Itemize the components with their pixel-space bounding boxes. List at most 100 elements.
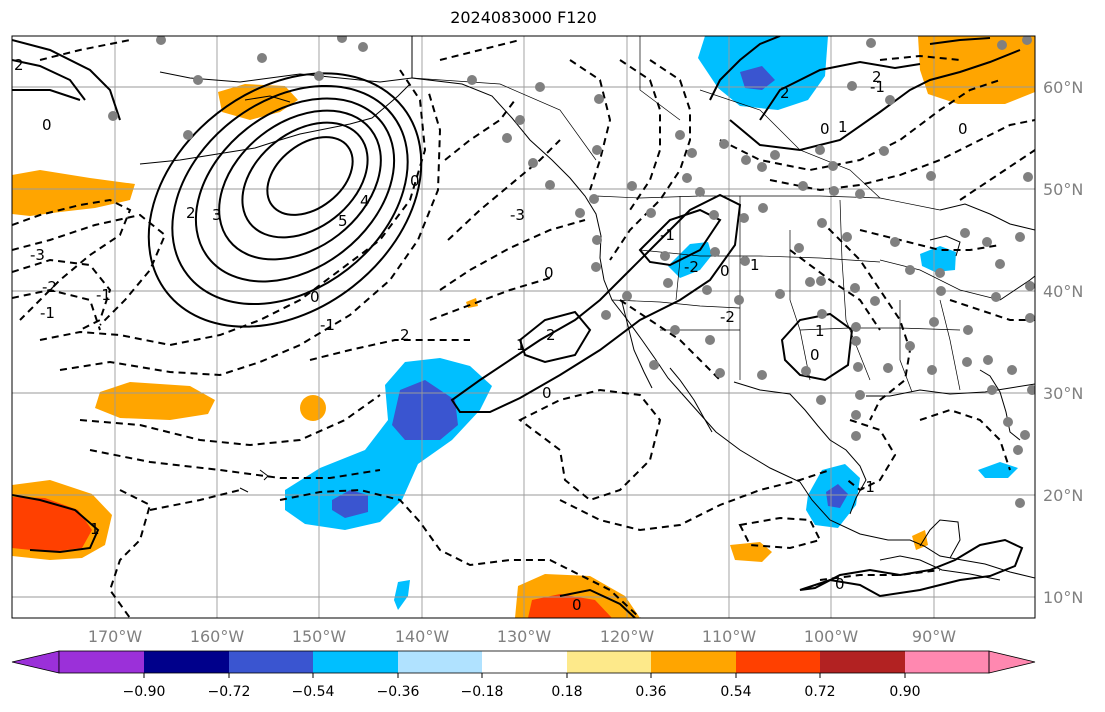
contour-label: 0 bbox=[42, 116, 52, 134]
colorbar-tick-marks bbox=[143, 673, 906, 678]
shade-lakes-blue bbox=[920, 246, 956, 272]
colorbar-bin bbox=[144, 651, 229, 673]
lat-label: 40°N bbox=[1043, 282, 1083, 301]
latitude-labels: 60°N 50°N 40°N 30°N 20°N 10°N bbox=[1043, 78, 1083, 607]
contour-label: -1 bbox=[40, 304, 55, 322]
contour-label: 2 bbox=[872, 68, 882, 86]
contour-label: -1 bbox=[870, 78, 885, 96]
colorbar-tick-label: 0.72 bbox=[804, 684, 835, 700]
contour-label: -3 bbox=[510, 206, 525, 224]
contour-labels: 2 0 -3 -2 -1 3 2 5 4 0 0 -3 2 1 -1 0 2 0… bbox=[14, 56, 968, 614]
shade-pacific-orange-1 bbox=[95, 382, 215, 420]
colorbar-tick-label: 0.18 bbox=[551, 684, 582, 700]
contour-label: 2 bbox=[14, 56, 24, 74]
contour-label: 0 bbox=[958, 120, 968, 138]
shade-yuc-orange bbox=[912, 530, 928, 550]
colorbar-bin bbox=[651, 651, 736, 673]
contour-label: 2 bbox=[186, 204, 196, 222]
high-ring-5 bbox=[241, 121, 369, 239]
colorbar-bin bbox=[820, 651, 905, 673]
contour-label: 1 bbox=[815, 322, 825, 340]
shade-hudson-orange bbox=[918, 36, 1035, 104]
shade-cam-orange bbox=[730, 542, 772, 562]
colorbar-tick-label: −0.36 bbox=[377, 684, 420, 700]
colorbar-bin bbox=[736, 651, 820, 673]
contour-label: 0 bbox=[310, 288, 320, 306]
shade-pacific-blue bbox=[285, 358, 492, 530]
longitude-labels: 170°W 160°W 150°W 140°W 130°W 120°W 110°… bbox=[88, 627, 956, 646]
contour-label: -1 bbox=[96, 286, 111, 304]
lon-label: 160°W bbox=[190, 627, 245, 646]
lat-label: 20°N bbox=[1043, 486, 1083, 505]
shade-alaska-orange bbox=[218, 84, 298, 120]
lat-label: 50°N bbox=[1043, 180, 1083, 199]
contour-label: 1 bbox=[838, 118, 848, 136]
map-title: 2024083000 F120 bbox=[450, 8, 597, 27]
colorbar-tick-labels: −0.90 −0.72 −0.54 −0.36 −0.18 0.18 0.36 … bbox=[123, 684, 921, 700]
contour-label: 1 bbox=[516, 336, 526, 354]
contour-label: -1 bbox=[860, 478, 875, 496]
shade-bottom-red bbox=[528, 594, 612, 618]
high-ring-4 bbox=[218, 109, 382, 261]
high-ring-1 bbox=[147, 72, 423, 328]
shade-sw-red bbox=[12, 497, 92, 552]
lon-label: 100°W bbox=[804, 627, 859, 646]
colorbar-bin bbox=[567, 651, 651, 673]
lon-label: 170°W bbox=[88, 627, 143, 646]
shade-small-blue bbox=[394, 580, 410, 610]
contour-label: 2 bbox=[546, 326, 556, 344]
colorbar-bin bbox=[482, 651, 567, 673]
shade-atlantic-blue bbox=[978, 462, 1018, 478]
contour-label: 0 bbox=[720, 262, 730, 280]
colorbar-bin bbox=[229, 651, 313, 673]
contour-label: -3 bbox=[30, 246, 45, 264]
contours-solid bbox=[12, 36, 1024, 618]
shade-pacific-orange-2 bbox=[300, 395, 326, 421]
shade-westpac-orange bbox=[12, 170, 135, 216]
shade-pacific-darkblue-1 bbox=[392, 380, 458, 440]
high-ring-6 bbox=[266, 136, 354, 216]
contour-label: -1 bbox=[320, 316, 335, 334]
lon-label: 150°W bbox=[292, 627, 347, 646]
contour-label: 0 bbox=[810, 346, 820, 364]
contour-label: -2 bbox=[684, 258, 699, 276]
contour-label: -1 bbox=[660, 226, 675, 244]
contour-label: 1 bbox=[750, 256, 760, 274]
colorbar-bin bbox=[59, 651, 144, 673]
contour-label: 1 bbox=[90, 520, 100, 538]
graticule bbox=[12, 36, 1035, 618]
shade-pacific-darkblue-2 bbox=[332, 490, 368, 518]
colorbar-bin bbox=[398, 651, 482, 673]
contour-label: 4 bbox=[360, 192, 370, 210]
shade-gulfca-darkblue bbox=[826, 484, 848, 508]
colorbar-tick-label: 0.54 bbox=[720, 684, 751, 700]
shade-canada-darkblue bbox=[740, 66, 775, 90]
colorbar-min-extend bbox=[11, 650, 60, 674]
colorbar-tick-label: −0.18 bbox=[461, 684, 504, 700]
lat-label: 60°N bbox=[1043, 78, 1083, 97]
colorbar-bin bbox=[313, 651, 398, 673]
contour-label: -2 bbox=[42, 278, 57, 296]
lat-label: 10°N bbox=[1043, 588, 1083, 607]
contour-label: 5 bbox=[338, 212, 348, 230]
high-ring-3 bbox=[194, 97, 396, 283]
contour-label: 3 bbox=[212, 206, 222, 224]
lon-label: 110°W bbox=[702, 627, 757, 646]
colorbar-tick-label: 0.90 bbox=[889, 684, 920, 700]
contour-label: 0 bbox=[820, 120, 830, 138]
high-ring-2 bbox=[171, 84, 409, 306]
lon-label: 120°W bbox=[600, 627, 655, 646]
map-frame bbox=[11, 35, 1036, 619]
contour-label: 0 bbox=[835, 575, 845, 593]
contour-label: 0 bbox=[410, 172, 420, 190]
lon-label: 140°W bbox=[395, 627, 450, 646]
colorbar-tick-label: −0.72 bbox=[208, 684, 251, 700]
contour-label: -2 bbox=[720, 308, 735, 326]
colorbar-tick-label: −0.90 bbox=[123, 684, 166, 700]
colorbar-tick-label: 0.36 bbox=[635, 684, 666, 700]
lon-label: 130°W bbox=[497, 627, 552, 646]
colorbar-max-extend bbox=[988, 650, 1036, 674]
contours-dashed bbox=[12, 39, 1035, 618]
contour-label: 0 bbox=[542, 384, 552, 402]
